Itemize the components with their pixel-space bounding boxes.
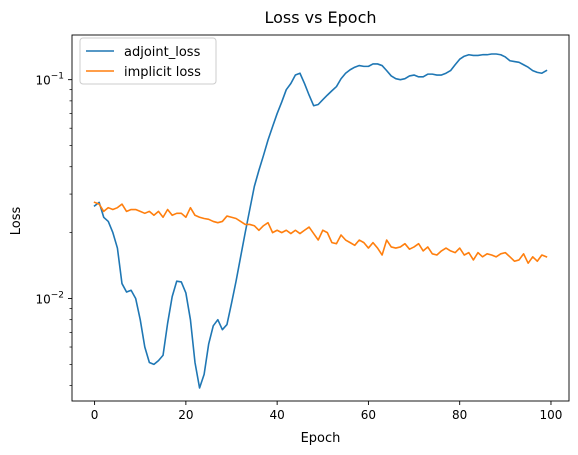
chart-title: Loss vs Epoch xyxy=(264,8,376,27)
x-tick-label: 100 xyxy=(540,408,563,422)
x-tick-label: 0 xyxy=(91,408,99,422)
x-tick-label: 20 xyxy=(178,408,193,422)
y-tick-label: 10−1 xyxy=(35,72,64,88)
axes-frame xyxy=(71,34,570,402)
x-axis-title: Epoch xyxy=(301,431,341,446)
series-line-implicit-loss xyxy=(93,201,548,264)
plot-area xyxy=(93,53,548,389)
x-tick-label: 80 xyxy=(452,408,467,422)
y-tick-label: 10−2 xyxy=(35,290,64,306)
legend: adjoint_loss implicit loss xyxy=(79,37,217,85)
x-tick-label: 40 xyxy=(270,408,285,422)
legend-label: adjoint_loss xyxy=(124,45,201,60)
series-line-adjoint-loss xyxy=(93,53,548,389)
y-axis-title: Loss xyxy=(9,207,24,236)
legend-label: implicit loss xyxy=(124,65,201,80)
x-tick-label: 60 xyxy=(361,408,376,422)
axes: 0 20 40 60 80 100 10−2 10−1 xyxy=(35,34,570,422)
legend-box xyxy=(79,37,217,85)
